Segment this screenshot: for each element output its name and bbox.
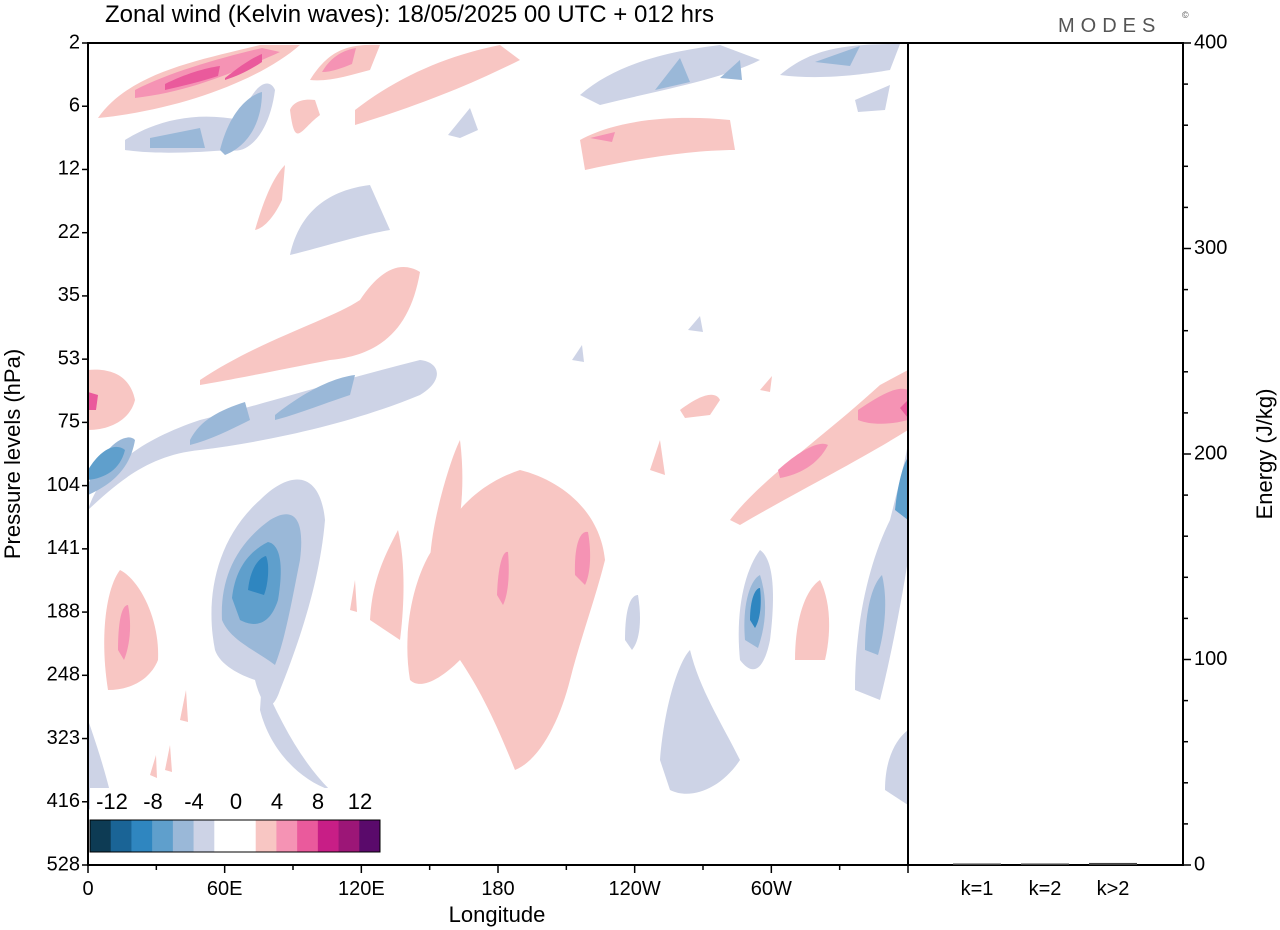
y-tick-label: 12	[58, 158, 80, 180]
colorbar-label: 8	[312, 789, 324, 814]
y-tick-label: 416	[47, 790, 80, 812]
y-tick-label: 53	[58, 347, 80, 369]
colorbar-swatch	[276, 820, 298, 852]
x-tick-label: 120E	[338, 878, 385, 900]
y-tick-label: 75	[58, 411, 80, 433]
energy-panel: 0 100 200 300 400 k=1 k=2 k>2 Energy (J/…	[907, 31, 1277, 900]
energy-y-tick: 400	[1194, 31, 1227, 53]
x-tick-label: 120W	[609, 878, 661, 900]
y-tick-label: 248	[47, 664, 80, 686]
contour-field	[88, 44, 908, 810]
energy-panel-frame	[907, 42, 1184, 866]
colorbar-swatch	[214, 820, 236, 852]
colorbar-swatch	[110, 820, 132, 852]
colorbar-frame	[89, 819, 381, 853]
x-tick-label: 60W	[751, 878, 792, 900]
colorbar-label: -8	[143, 789, 163, 814]
colorbar-label: 0	[230, 789, 242, 814]
y-tick-label: 35	[58, 284, 80, 306]
energy-bar	[1089, 862, 1137, 865]
energy-category-label: k>2	[1097, 878, 1130, 900]
colorbar-swatch	[235, 820, 257, 852]
colorbar-swatch	[317, 820, 340, 852]
y-tick-label: 141	[47, 537, 80, 559]
y-tick-label: 2	[69, 31, 80, 53]
energy-bar	[953, 863, 1001, 865]
colorbar-label: 4	[271, 789, 283, 814]
colorbar-label: -12	[96, 789, 128, 814]
y-tick-label: 6	[69, 95, 80, 117]
x-axis-ticks: 0 60E 120E 180 120W 60W	[82, 878, 792, 900]
x-tick-marks	[87, 865, 909, 873]
y-axis-label: Pressure levels (hPa)	[0, 349, 25, 559]
plot-frame	[87, 42, 909, 866]
colorbar-swatch	[172, 820, 195, 852]
colorbar-swatch	[297, 820, 319, 852]
energy-category-label: k=1	[961, 878, 994, 900]
y-tick-label: 104	[47, 474, 80, 496]
brand-mark: ©	[1182, 10, 1189, 20]
y-tick-marks	[82, 42, 88, 866]
colorbar-label: 12	[348, 789, 372, 814]
y-tick-label: 323	[47, 727, 80, 749]
colorbar-label: -4	[184, 789, 204, 814]
x-tick-label: 60E	[207, 878, 243, 900]
colorbar-swatch	[90, 820, 112, 852]
chart-title: Zonal wind (Kelvin waves): 18/05/2025 00…	[105, 1, 714, 28]
colorbar: -12 -8 -4 0 4 8 12	[89, 788, 382, 858]
energy-bar	[1021, 863, 1069, 865]
energy-y-tick: 0	[1194, 853, 1205, 875]
colorbar-swatch	[338, 820, 360, 852]
x-axis-label: Longitude	[449, 902, 546, 927]
energy-category-label: k=2	[1029, 878, 1062, 900]
y-axis-ticks: 2 6 12 22 35 53 75 104 141 188 248 323 4…	[47, 31, 80, 875]
colorbar-swatch	[152, 820, 174, 852]
x-tick-label: 180	[481, 878, 514, 900]
energy-y-tick: 100	[1194, 648, 1227, 670]
energy-axis-label: Energy (J/kg)	[1252, 389, 1277, 520]
brand-logo: MODES	[1058, 15, 1161, 37]
energy-y-tick: 200	[1194, 442, 1227, 464]
colorbar-swatch	[193, 820, 215, 852]
y-tick-label: 188	[47, 600, 80, 622]
y-tick-label: 22	[58, 221, 80, 243]
y-tick-label: 528	[47, 853, 80, 875]
energy-y-tick: 300	[1194, 237, 1227, 259]
colorbar-swatch	[131, 820, 153, 852]
colorbar-swatch	[359, 820, 381, 852]
x-tick-label: 0	[82, 878, 93, 900]
colorbar-swatch	[255, 820, 277, 852]
